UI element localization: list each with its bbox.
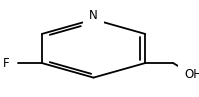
Text: F: F bbox=[3, 57, 9, 70]
Text: N: N bbox=[89, 9, 98, 22]
Text: OH: OH bbox=[184, 68, 199, 81]
